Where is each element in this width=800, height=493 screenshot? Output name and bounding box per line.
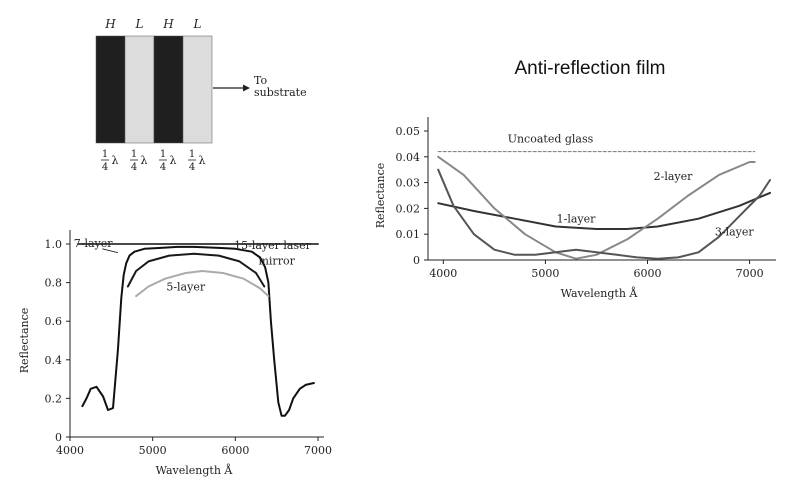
layer-label-4: L [193, 17, 202, 31]
y-tick-label: 0.04 [396, 151, 421, 164]
layer-l-2 [124, 35, 155, 144]
svg-text:λ: λ [199, 154, 206, 167]
x-axis-label: Wavelength Å [561, 286, 639, 300]
layer-stack-bars [95, 35, 213, 144]
y-tick-label: 1.0 [45, 238, 63, 251]
x-axis-label: Wavelength Å [156, 463, 234, 477]
y-axis-label: Reflectance [374, 163, 387, 229]
annotation-2-layer: 2-layer [654, 170, 694, 183]
y-tick-label: 0 [55, 431, 62, 444]
annotation-1-layer: 1-layer [557, 213, 597, 226]
annotation-3-layer: 3-layer [715, 225, 755, 238]
y-tick-label: 0.8 [45, 277, 63, 290]
substrate-arrow [213, 84, 250, 92]
annotation-7-layer: 7-layer [74, 237, 114, 250]
arrow-label-substrate: substrate [254, 86, 307, 99]
thickness-label-1: 1 4λ [101, 149, 119, 173]
y-tick-label: 0.05 [396, 125, 421, 138]
x-tick-label: 4000 [56, 444, 84, 457]
series-5-layer [135, 270, 270, 298]
axes [69, 230, 324, 438]
annotation-5-layer: 5-layer [166, 280, 206, 293]
y-tick-label: 0.6 [45, 315, 63, 328]
layer-h-1 [95, 35, 126, 144]
layer-h-3 [153, 35, 184, 144]
series-15-layer-full-response [81, 245, 315, 417]
x-tick-label: 5000 [139, 444, 167, 457]
series-2-layer [437, 155, 756, 260]
svg-text:λ: λ [141, 154, 148, 167]
x-tick-label: 5000 [531, 267, 559, 280]
svg-text:λ: λ [170, 154, 177, 167]
svg-text:1: 1 [160, 149, 166, 160]
x-tick-label: 7000 [304, 444, 332, 457]
thickness-label-3: 1 4λ [159, 149, 177, 173]
svg-text:4: 4 [102, 162, 108, 173]
annotation-15-layer-laser: 15-layer laser [234, 239, 312, 252]
panel-title: Anti-reflection film [514, 58, 666, 79]
series-1-layer [437, 191, 771, 230]
series-7-layer [126, 252, 266, 288]
svg-text:4: 4 [160, 162, 166, 173]
svg-text:4: 4 [189, 162, 195, 173]
y-axis-label: Reflectance [18, 308, 31, 374]
thickness-label-4: 1 4λ [188, 149, 206, 173]
y-tick-label: 0 [413, 254, 420, 267]
mirror-reflectance-chart: 4000 5000 6000 7000 0 0.2 0.4 0.6 0.8 1.0 Waveleng… [18, 230, 332, 477]
svg-text:1: 1 [189, 149, 195, 160]
x-tick-label: 7000 [736, 267, 764, 280]
anti-reflection-chart: 4000 5000 6000 7000 0 0.01 0.02 0.03 0.04 0.05 Wav… [374, 117, 776, 300]
x-tick-label: 6000 [633, 267, 661, 280]
layer-label-2: L [135, 17, 144, 31]
axes [427, 117, 776, 261]
arrow-label-to: To [254, 74, 267, 87]
layer-label-3: H [162, 17, 174, 31]
y-tick-label: 0.4 [45, 354, 63, 367]
svg-text:λ: λ [112, 154, 119, 167]
annotation-uncoated-glass: Uncoated glass [508, 133, 594, 146]
annotation-leader [102, 248, 119, 254]
layer-label-1: H [104, 17, 116, 31]
y-tick-label: 0.2 [45, 392, 63, 405]
thickness-labels: 14λ 14λ 14λ 14λ [101, 149, 206, 173]
layer-l-4 [182, 35, 213, 144]
x-tick-label: 6000 [221, 444, 249, 457]
svg-text:1: 1 [131, 149, 137, 160]
x-tick-label: 4000 [429, 267, 457, 280]
annotation-mirror: mirror [258, 254, 295, 267]
thickness-label-2: 1 4λ [130, 149, 148, 173]
y-tick-label: 0.03 [396, 177, 421, 190]
svg-text:1: 1 [102, 149, 108, 160]
y-tick-label: 0.02 [396, 202, 421, 215]
svg-text:4: 4 [131, 162, 137, 173]
y-tick-label: 0.01 [396, 228, 421, 241]
series-3-layer [437, 168, 771, 260]
